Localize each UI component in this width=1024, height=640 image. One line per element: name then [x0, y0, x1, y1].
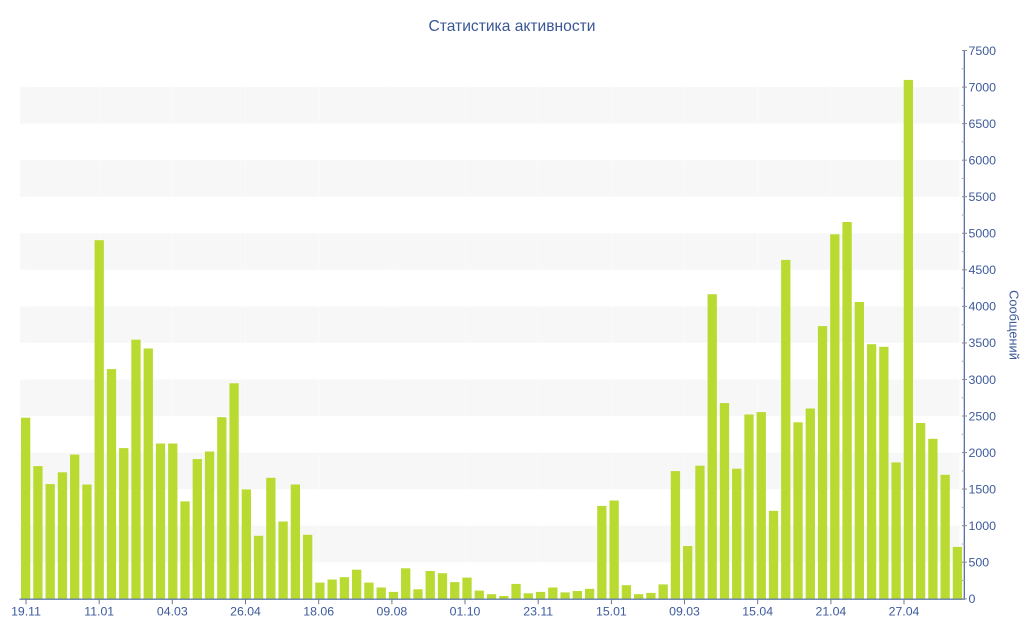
svg-text:21.04: 21.04: [816, 604, 847, 618]
svg-text:19.11: 19.11: [11, 604, 41, 618]
svg-text:Статистика активности: Статистика активности: [429, 18, 596, 35]
svg-text:09.08: 09.08: [377, 604, 408, 618]
svg-text:27.04: 27.04: [889, 604, 920, 618]
svg-text:04.03: 04.03: [157, 604, 188, 618]
svg-text:15.04: 15.04: [742, 604, 773, 618]
svg-text:23.11: 23.11: [523, 604, 553, 618]
svg-text:0: 0: [969, 592, 976, 606]
svg-text:26.04: 26.04: [230, 604, 261, 618]
svg-text:7500: 7500: [969, 44, 997, 58]
svg-text:18.06: 18.06: [303, 604, 334, 618]
svg-text:1000: 1000: [969, 519, 997, 533]
svg-text:15.01: 15.01: [596, 604, 627, 618]
svg-text:7000: 7000: [969, 80, 997, 94]
svg-text:4500: 4500: [969, 263, 997, 277]
svg-text:2500: 2500: [969, 409, 997, 423]
svg-text:5000: 5000: [969, 227, 997, 241]
svg-text:11.01: 11.01: [84, 604, 114, 618]
svg-text:5500: 5500: [969, 190, 997, 204]
svg-text:6500: 6500: [969, 117, 997, 131]
svg-text:4000: 4000: [969, 300, 997, 314]
svg-text:2000: 2000: [969, 446, 997, 460]
svg-text:09.03: 09.03: [669, 604, 700, 618]
svg-text:3500: 3500: [969, 336, 997, 350]
svg-text:01.10: 01.10: [450, 604, 481, 618]
svg-text:6000: 6000: [969, 154, 997, 168]
svg-text:1500: 1500: [969, 482, 997, 496]
svg-text:Сообщений: Сообщений: [1007, 290, 1022, 360]
svg-text:500: 500: [969, 556, 990, 570]
svg-text:3000: 3000: [969, 373, 997, 387]
